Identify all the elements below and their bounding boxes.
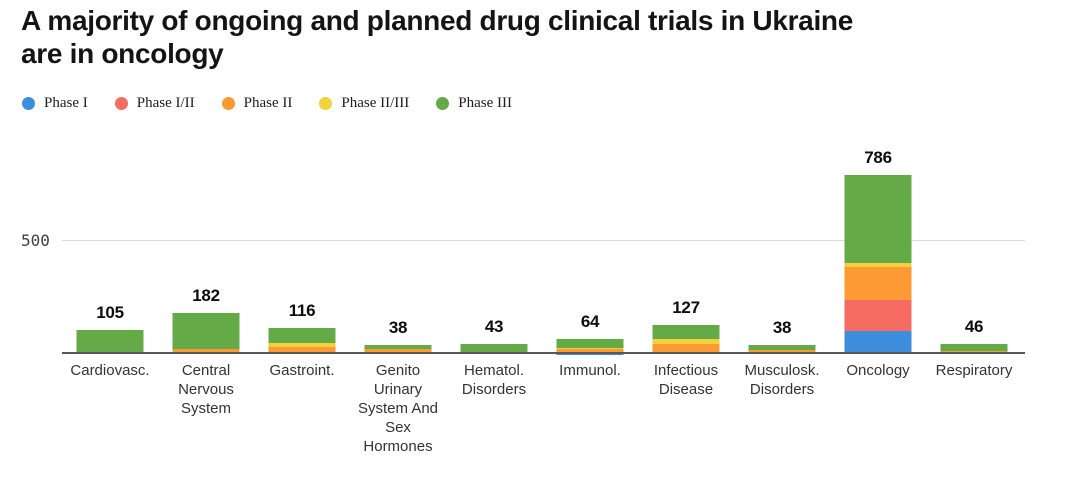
bar-segment-phase-iii	[172, 312, 240, 350]
bar-segment-phase-ii	[844, 266, 912, 301]
bar-segment-phase-i	[844, 331, 912, 354]
legend-dot-icon	[114, 97, 128, 110]
legend-item-phase-i: Phase I	[22, 95, 88, 112]
bar-value-label: 786	[864, 147, 892, 167]
x-axis-category-label: Genito Urinary System And Sex Hormones	[357, 362, 439, 455]
bar-column: 38	[734, 130, 830, 354]
stacked-bar	[268, 327, 336, 354]
bar-segment-phase-i-ii	[844, 300, 912, 332]
bar-segment-phase-ii	[172, 349, 240, 354]
bar-segment-phase-iii	[652, 325, 720, 340]
x-axis-category-label: Immunol.	[559, 362, 621, 379]
legend-dot-icon	[22, 97, 35, 110]
bar-value-label: 64	[580, 312, 600, 332]
bar-value-label: 105	[96, 303, 124, 323]
legend-dot-icon	[436, 97, 450, 110]
bar-segment-phase-ii	[364, 349, 432, 354]
legend-item-phase-i-ii: Phase I/II	[114, 95, 195, 112]
bar-segment-phase-ii	[652, 344, 720, 353]
bar-column: 127	[638, 130, 734, 354]
legend-label: Phase I/II	[136, 95, 195, 111]
legend-label: Phase II	[243, 95, 293, 111]
x-axis-category-label: Gastroint.	[269, 362, 335, 379]
x-axis-line	[62, 352, 1025, 354]
bar-value-label: 127	[672, 298, 700, 318]
legend-label: Phase I	[44, 95, 88, 111]
stacked-bar	[364, 345, 432, 354]
bar-segment-phase-iii	[844, 174, 912, 263]
x-axis-category-label: Infectious Disease	[653, 362, 719, 398]
bar-column: 786	[830, 130, 926, 354]
x-axis-category-label: Musculosk. Disorders	[744, 362, 820, 398]
stacked-bar	[844, 174, 912, 354]
bars-area: 105 182 116 38 43 64 127 38 786 46	[62, 130, 1022, 354]
bar-segment-phase-iii	[460, 344, 528, 354]
bar-segment-phase-iii	[76, 330, 144, 352]
bar-segment-phase-ii-iii	[652, 339, 720, 345]
x-axis-category-label: Oncology	[846, 362, 910, 379]
bar-segment-phase-iii	[748, 345, 816, 351]
gridline-500	[62, 240, 1025, 241]
legend-dot-icon	[319, 97, 333, 110]
bar-column: 46	[926, 130, 1022, 354]
x-axis-labels: Cardiovasc. Central Nervous System Gastroi…	[62, 361, 1022, 456]
bar-value-label: 46	[964, 316, 984, 336]
bar-value-label: 38	[388, 318, 408, 338]
bar-segment-phase-iii	[364, 345, 432, 350]
stacked-bar	[76, 330, 144, 354]
bar-column: 182	[158, 130, 254, 354]
bar-column: 116	[254, 130, 350, 354]
bar-value-label: 38	[772, 318, 792, 338]
bar-segment-phase-iii	[556, 339, 624, 348]
bar-value-label: 182	[192, 285, 220, 305]
chart-title: A majority of ongoing and planned drug c…	[21, 4, 1061, 70]
x-axis-category-label: Cardiovasc.	[70, 362, 150, 379]
bar-segment-phase-ii-iii	[268, 343, 336, 347]
stacked-bar	[652, 325, 720, 354]
legend-item-phase-iii: Phase III	[436, 95, 512, 112]
bar-column: 105	[62, 130, 158, 354]
bar-segment-phase-ii	[268, 346, 336, 354]
legend-dot-icon	[221, 97, 235, 110]
stacked-bar-chart: 500 105 182 116 38 43 64 127 38 786 46 Cardiovasc…	[0, 130, 1080, 481]
legend-item-phase-ii: Phase II	[221, 95, 293, 112]
legend-label: Phase III	[458, 95, 513, 111]
bar-column: 43	[446, 130, 542, 354]
bar-value-label: 116	[288, 300, 316, 320]
stacked-bar	[172, 312, 240, 354]
bar-column: 64	[542, 130, 638, 354]
chart-title-line1: A majority of ongoing and planned drug c…	[21, 5, 854, 36]
chart-title-line2: are in oncology	[21, 38, 224, 69]
x-axis-category-label: Respiratory	[935, 362, 1013, 379]
legend-label: Phase II/III	[341, 95, 410, 111]
bar-segment-phase-ii	[556, 349, 624, 354]
x-axis-category-label: Central Nervous System	[178, 362, 234, 417]
bar-segment-phase-ii-iii	[844, 262, 912, 267]
bar-segment-phase-iii	[268, 327, 336, 344]
bar-column: 38	[350, 130, 446, 354]
legend: Phase I Phase I/II Phase II Phase II/III Pha…	[22, 95, 512, 112]
legend-item-phase-ii-iii: Phase II/III	[319, 95, 409, 112]
bar-value-label: 43	[484, 317, 504, 337]
y-axis-tick-label: 500	[21, 231, 50, 250]
bar-segment-phase-ii-iii	[556, 347, 624, 350]
x-axis-category-label: Hematol. Disorders	[461, 362, 527, 398]
bar-segment-phase-iii	[940, 343, 1008, 352]
